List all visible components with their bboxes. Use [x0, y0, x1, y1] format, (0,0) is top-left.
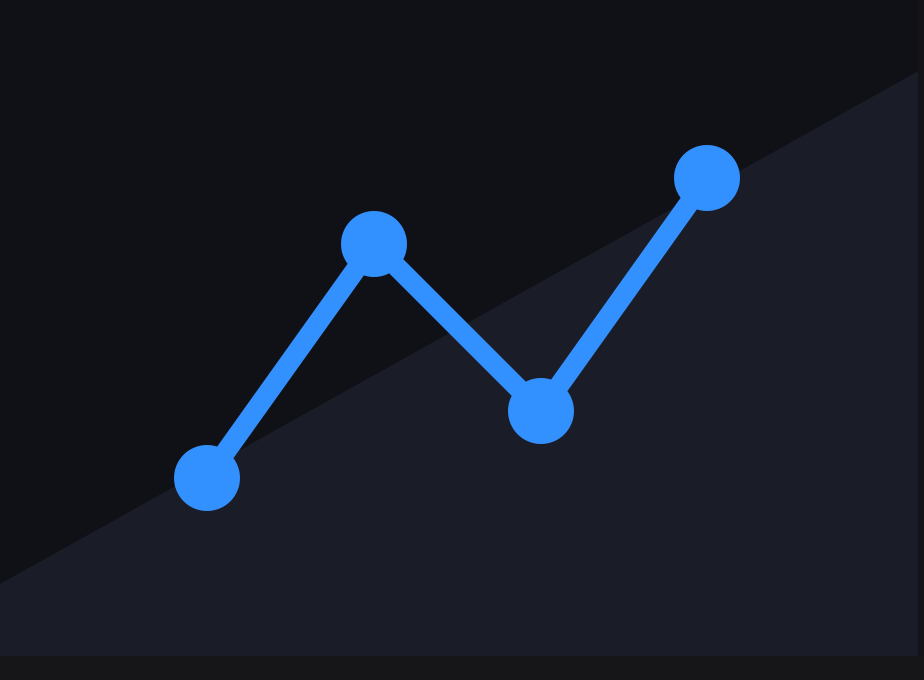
right-edge-strip: [918, 0, 924, 656]
trend-line: [197, 168, 717, 488]
chart-node-3: [508, 378, 574, 444]
bottom-frame-bar: [0, 656, 924, 680]
chart-node-2: [341, 211, 407, 277]
chart-node-1: [174, 445, 240, 511]
chart-node-4: [674, 145, 740, 211]
background-diagonal-panel: [0, 68, 924, 656]
line-chart-icon: [0, 68, 924, 656]
